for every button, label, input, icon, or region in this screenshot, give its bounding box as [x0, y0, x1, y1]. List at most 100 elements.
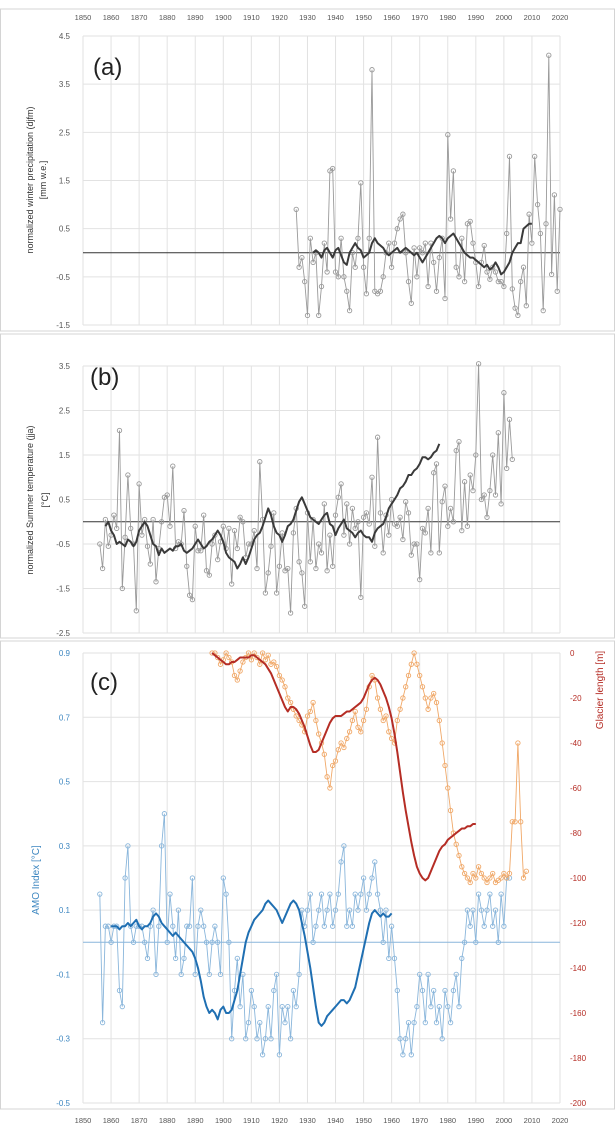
data-point: [245, 1019, 252, 1026]
x-tick-label: 1880: [159, 13, 176, 22]
data-point: [195, 923, 201, 929]
data-point: [330, 923, 336, 929]
x-tick-label: 1900: [215, 1116, 232, 1125]
x-tick-label: 1880: [159, 1116, 176, 1125]
data-point: [313, 923, 319, 929]
data-point: [237, 1003, 243, 1010]
data-point: [417, 672, 423, 679]
data-point: [478, 870, 485, 877]
data-point: [495, 939, 501, 945]
y2-tick-label: -40: [570, 739, 582, 748]
data-point: [332, 758, 339, 764]
y2-tick-label: -80: [570, 829, 582, 838]
data-point: [296, 971, 302, 978]
data-point: [181, 507, 187, 514]
x-tick-label: 2010: [524, 1116, 541, 1125]
x-tick-label: 1900: [215, 13, 232, 22]
data-point: [215, 556, 221, 563]
data-point: [144, 543, 151, 549]
data-point: [111, 512, 117, 518]
data-point: [442, 295, 448, 302]
data-point: [327, 891, 333, 897]
data-point: [459, 864, 465, 870]
panel-label: (c): [90, 669, 118, 696]
data-point: [240, 659, 246, 665]
data-point: [492, 907, 499, 913]
y2-tick-label: 0: [570, 649, 575, 658]
data-point: [181, 955, 187, 962]
data-point: [285, 1003, 291, 1010]
data-point: [344, 501, 350, 507]
data-point: [116, 987, 123, 994]
data-point: [184, 563, 190, 569]
data-point: [330, 165, 336, 172]
data-point: [453, 841, 459, 847]
data-point: [223, 650, 229, 656]
data-point: [234, 677, 240, 683]
data-point: [201, 923, 207, 929]
data-point: [153, 579, 159, 585]
data-point: [498, 278, 504, 285]
y2-tick-label: -200: [570, 1099, 587, 1108]
data-point: [411, 650, 417, 656]
data-point: [400, 695, 406, 701]
data-point: [144, 955, 151, 962]
data-point: [445, 785, 451, 791]
x-tick-label: 1920: [271, 1116, 288, 1125]
data-point: [523, 868, 529, 874]
y-axis-title: normalized winter precipitation (djfm): [25, 106, 35, 253]
data-point: [504, 230, 510, 237]
data-point: [321, 501, 327, 507]
data-point: [515, 740, 521, 746]
data-point: [369, 474, 375, 480]
data-point: [506, 153, 513, 160]
y-tick-label: 1.5: [59, 451, 71, 460]
data-point: [276, 1052, 283, 1058]
data-point: [464, 523, 471, 529]
data-point: [501, 390, 507, 396]
data-point: [251, 1003, 257, 1010]
data-point: [447, 216, 454, 222]
data-point: [285, 565, 291, 572]
data-point: [271, 659, 277, 665]
x-tick-label: 2020: [552, 1116, 569, 1125]
data-point: [316, 907, 322, 913]
data-point: [287, 1036, 294, 1042]
data-point: [529, 240, 535, 246]
data-point: [459, 527, 465, 534]
data-point: [330, 762, 336, 769]
data-point: [411, 245, 417, 251]
data-point: [335, 891, 341, 897]
data-point: [346, 307, 353, 314]
data-point: [532, 153, 538, 160]
y-tick-label: -0.1: [56, 970, 70, 979]
data-point: [408, 1052, 414, 1058]
data-point: [257, 1019, 263, 1026]
data-point: [512, 819, 518, 825]
data-point: [215, 654, 221, 661]
data-point: [276, 563, 283, 569]
data-point: [461, 870, 468, 877]
data-point: [302, 603, 308, 609]
y2-tick-label: -60: [570, 784, 582, 793]
data-point: [394, 987, 400, 994]
x-tick-label: 1930: [299, 1116, 316, 1125]
data-point: [377, 907, 384, 913]
data-point: [512, 305, 518, 311]
data-point: [490, 452, 496, 458]
data-point: [445, 132, 451, 138]
panel-a-chart: 4.5 3.5 2.5 1.5 0.5 -0.5 -1.5 1850 1860 1870 1880 1…: [25, 13, 568, 330]
data-point: [164, 492, 170, 498]
data-point: [403, 499, 409, 505]
data-point: [498, 875, 504, 881]
data-point: [397, 706, 403, 712]
y-tick-label: -2.5: [56, 629, 70, 638]
data-point: [453, 971, 459, 978]
data-point: [504, 875, 510, 881]
data-point: [481, 875, 487, 881]
data-point: [403, 684, 409, 690]
data-point: [304, 907, 311, 913]
data-point: [470, 487, 476, 494]
data-point: [209, 541, 215, 547]
